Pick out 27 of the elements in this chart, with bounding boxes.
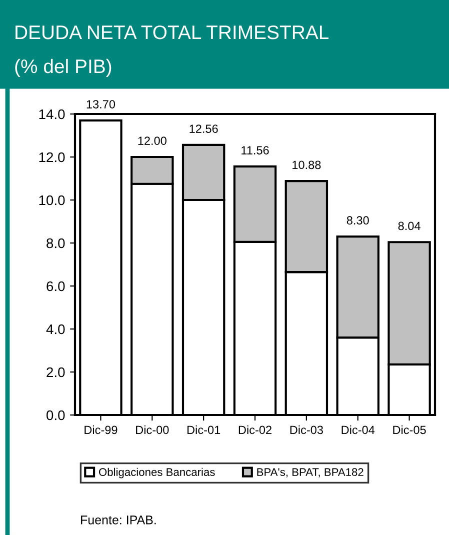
- x-tick-label: Dic-04: [342, 425, 375, 434]
- legend-label: BPA's, BPAT, BPA182: [257, 468, 364, 478]
- y-tick-label: 0.0: [46, 410, 65, 420]
- x-tick-label: Dic-99: [84, 425, 118, 434]
- total-label: 8.04: [398, 222, 420, 230]
- total-label: 8.30: [346, 216, 369, 225]
- x-tick-label: Dic-01: [187, 425, 220, 434]
- x-tick-label: Dic-00: [136, 425, 169, 434]
- total-label: 12.00: [138, 136, 166, 145]
- legend-label: Obligaciones Bancarias: [99, 468, 215, 478]
- source-note: Fuente: IPAB.: [81, 516, 156, 524]
- x-tick-label: Dic-02: [238, 425, 272, 434]
- y-tick-label: 14.0: [39, 109, 65, 120]
- chart-title: DEUDA NETA TOTAL TRIMESTRAL: [16, 25, 329, 40]
- total-label: 13.70: [86, 100, 116, 108]
- x-tick-label: Dic-03: [290, 425, 323, 434]
- chart-subtitle: (% del PIB): [15, 58, 112, 78]
- x-tick-label: Dic-05: [393, 425, 426, 434]
- y-tick-label: 2.0: [46, 367, 65, 378]
- total-label: 10.88: [292, 160, 321, 170]
- y-tick-label: 10.0: [39, 195, 65, 206]
- y-tick-label: 8.0: [46, 238, 65, 248]
- total-label: 11.56: [242, 146, 269, 154]
- total-label: 12.56: [190, 124, 218, 133]
- y-tick-label: 12.0: [39, 152, 65, 162]
- y-tick-label: 6.0: [46, 281, 65, 292]
- y-tick-label: 4.0: [46, 324, 65, 334]
